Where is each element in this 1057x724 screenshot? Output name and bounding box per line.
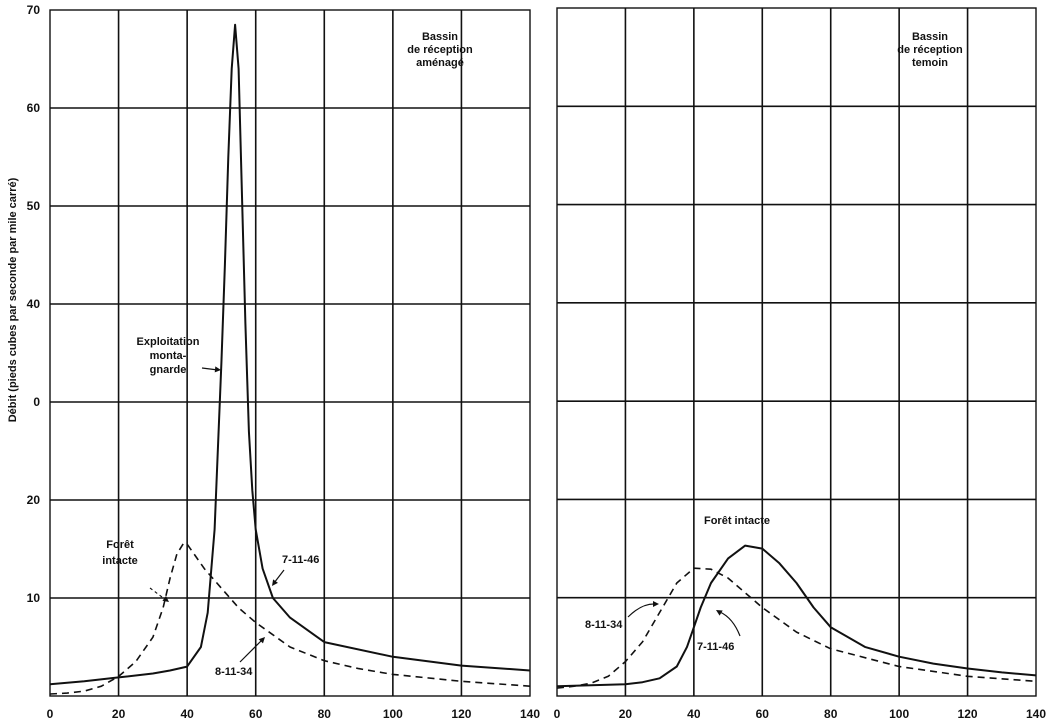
x-tick-label: 60 — [249, 707, 263, 721]
series-7-11-46 — [557, 544, 1036, 688]
x-tick-label: 40 — [180, 707, 194, 721]
y-axis-label: Débit (pieds cubes par seconde par mile … — [7, 177, 19, 422]
left-panel-aménagé: 0 20 40 60 80 100 120 140 10 20 0 40 50 60 70 Débit (pi… — [7, 3, 540, 721]
right-panel-temoin: 0 20 40 60 80 100 120 140 Bassin de réception temo… — [554, 7, 1046, 721]
x-tick-label: 20 — [112, 707, 126, 721]
panel-title: Bassin de réception aménagé — [407, 31, 473, 69]
x-tick-label: 40 — [687, 707, 701, 721]
leader-line — [719, 611, 741, 637]
y-tick-label: 10 — [27, 591, 41, 605]
x-tick-label: 80 — [824, 707, 838, 721]
y-tick-label: 40 — [27, 297, 41, 311]
series-line — [50, 23, 530, 686]
x-tick-label: 80 — [318, 707, 332, 721]
plot-frame — [556, 7, 1037, 697]
y-tick-label: 60 — [27, 101, 41, 115]
annotation-exploitation-montagnarde: Exploitation monta-gnarde — [137, 336, 200, 376]
series-line — [50, 542, 530, 695]
x-tick-label: 140 — [520, 707, 540, 721]
x-tick-label: 0 — [47, 707, 54, 721]
x-tick-label: 140 — [1026, 707, 1046, 721]
panel-title: Bassin de réception temoin — [897, 31, 963, 69]
x-tick-label: 100 — [889, 707, 909, 721]
arrow-head — [258, 637, 265, 644]
annotation-8-11-34: 8-11-34 — [585, 619, 623, 631]
x-tick-label: 120 — [451, 707, 471, 721]
annotation-foret-intacte: Forêt intacte — [102, 539, 137, 567]
series-8-11-34 — [557, 567, 1036, 689]
annotation-7-11-46: 7-11-46 — [697, 641, 734, 653]
leader-line — [273, 569, 285, 584]
series-8-11-34 — [50, 542, 530, 695]
arrow-head — [162, 595, 169, 602]
annotation-foret-intacte: Forêt intacte — [704, 515, 770, 527]
arrow-head — [653, 601, 659, 607]
series-7-11-46 — [50, 23, 530, 686]
x-tick-label: 20 — [619, 707, 633, 721]
arrow-head — [716, 610, 723, 616]
grid — [50, 10, 530, 696]
leader-line — [627, 603, 657, 618]
x-tick-label: 60 — [756, 707, 770, 721]
y-tick-label: 0 — [33, 395, 40, 409]
grid — [557, 8, 1036, 696]
arrow-head — [214, 366, 221, 373]
x-tick-label: 120 — [958, 707, 978, 721]
y-tick-label: 50 — [27, 199, 41, 213]
y-tick-label: 20 — [27, 493, 41, 507]
x-tick-label: 0 — [554, 707, 561, 721]
plot-frame — [49, 9, 531, 697]
y-tick-label: 70 — [27, 3, 41, 17]
leader-line — [239, 639, 263, 663]
arrow-head — [272, 579, 278, 586]
annotation-7-11-46: 7-11-46 — [282, 554, 319, 566]
series-line — [557, 567, 1036, 689]
series-line — [557, 544, 1036, 688]
x-tick-label: 100 — [383, 707, 403, 721]
annotation-8-11-34: 8-11-34 — [215, 666, 253, 678]
